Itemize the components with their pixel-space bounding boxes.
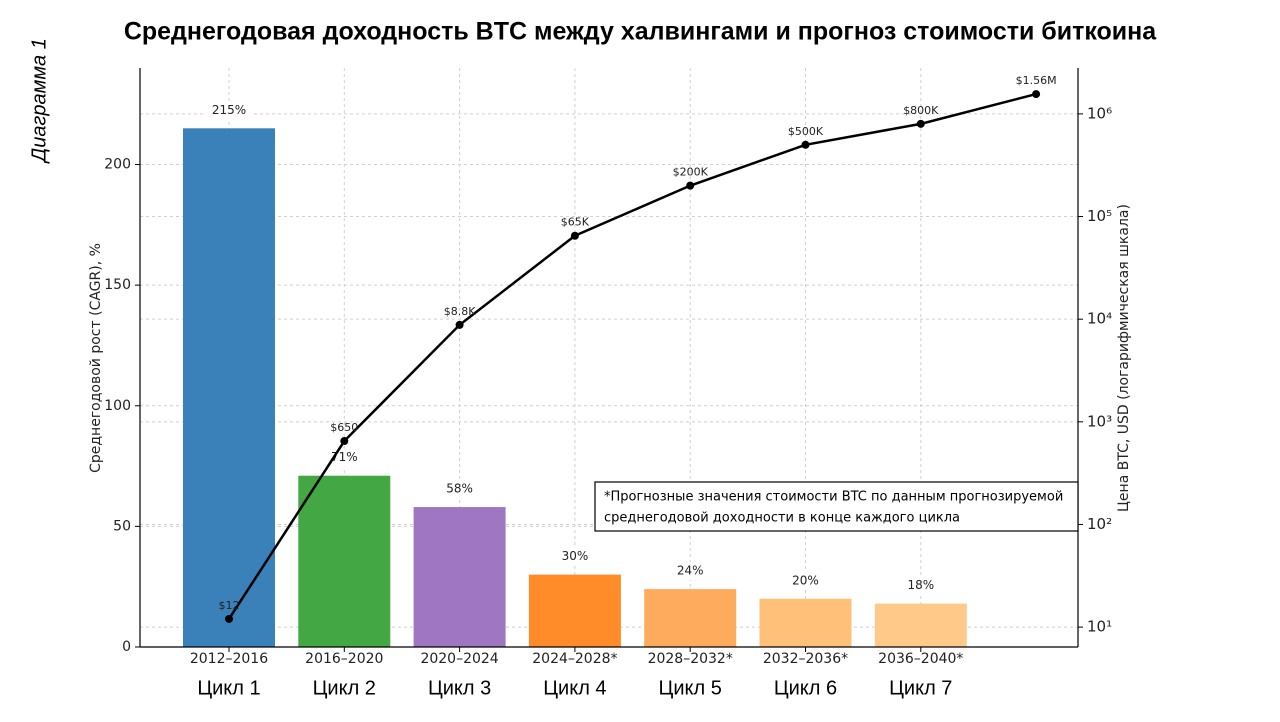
cycle-label: Цикл 6 xyxy=(774,677,837,699)
y2-tick-label: 10⁵ xyxy=(1087,207,1112,225)
cycle-label: Цикл 2 xyxy=(313,677,376,699)
bar xyxy=(413,507,506,647)
cycle-label: Цикл 3 xyxy=(428,677,491,699)
y2-tick-label: 10⁶ xyxy=(1087,104,1112,122)
bar xyxy=(874,603,967,647)
price-label: $800K xyxy=(903,104,939,117)
label-background xyxy=(435,480,484,499)
bar-value-label: 20% xyxy=(792,573,819,587)
bar xyxy=(644,589,737,647)
price-point xyxy=(455,320,464,329)
price-point xyxy=(801,140,810,149)
price-label: $1.56M xyxy=(1016,74,1057,87)
x-tick-label: 2020–2024 xyxy=(420,651,498,667)
note-text: среднегодовой доходности в конце каждого… xyxy=(604,511,960,526)
price-label: $12 xyxy=(219,599,240,612)
y-tick-label: 100 xyxy=(104,398,131,414)
label-background xyxy=(896,576,945,595)
bar xyxy=(183,128,275,647)
label-background xyxy=(550,547,599,566)
bar-value-label: 18% xyxy=(907,578,934,592)
y2-tick-label: 10² xyxy=(1087,515,1112,533)
y-axis-label: Среднегодовой рост (CAGR), % xyxy=(88,243,104,473)
x-tick-label: 2016–2020 xyxy=(305,651,383,667)
cycle-label: Цикл 7 xyxy=(889,677,952,699)
y-tick-label: 50 xyxy=(113,518,131,534)
x-tick-label: 2036–2040* xyxy=(878,651,963,667)
price-point xyxy=(340,437,349,446)
label-background xyxy=(666,562,715,581)
note-box xyxy=(594,481,1079,532)
cycle-label: Цикл 4 xyxy=(543,677,606,699)
side-label: Диаграмма 1 xyxy=(28,38,50,164)
price-point xyxy=(570,231,579,240)
label-background xyxy=(781,571,830,590)
cycle-label: Цикл 1 xyxy=(197,677,260,699)
x-tick-label: 2012–2016 xyxy=(190,651,268,667)
bar-value-label: 58% xyxy=(446,482,473,496)
bar-value-label: 30% xyxy=(562,549,589,563)
y2-tick-label: 10³ xyxy=(1087,412,1112,430)
x-tick-label: 2032–2036* xyxy=(763,651,848,667)
price-point xyxy=(686,181,695,190)
bar-value-label: 24% xyxy=(677,564,704,578)
price-point xyxy=(916,119,925,128)
y2-tick-label: 10⁴ xyxy=(1087,310,1112,328)
price-label: $65K xyxy=(561,216,590,229)
y2-tick-label: 10¹ xyxy=(1087,618,1112,636)
y-tick-label: 200 xyxy=(104,157,131,173)
price-label: $650 xyxy=(330,421,358,434)
note-text: *Прогнозные значения стоимости BTC по да… xyxy=(604,490,1063,505)
x-tick-label: 2028–2032* xyxy=(648,651,733,667)
bar-value-label: 215% xyxy=(212,103,246,117)
price-label: $500K xyxy=(788,125,824,138)
bar xyxy=(759,598,852,647)
price-label: $8.8K xyxy=(444,305,476,318)
price-label: $200K xyxy=(673,166,709,179)
price-point xyxy=(225,614,233,623)
label-background xyxy=(205,101,253,120)
cycle-label: Цикл 5 xyxy=(659,677,722,699)
y-tick-label: 150 xyxy=(104,277,131,293)
bar xyxy=(528,574,621,647)
y2-axis-label: Цена BTC, USD (логарифмическая шкала) xyxy=(1116,204,1132,512)
label-background xyxy=(320,448,369,467)
bar xyxy=(298,475,391,647)
price-point xyxy=(1032,90,1041,99)
bar-value-label: 71% xyxy=(331,450,358,464)
x-tick-label: 2024–2028* xyxy=(532,651,617,667)
y-tick-label: 0 xyxy=(122,639,131,655)
price-line xyxy=(227,92,1037,620)
chart-title: Среднегодовая доходность BTC между халви… xyxy=(124,18,1157,46)
